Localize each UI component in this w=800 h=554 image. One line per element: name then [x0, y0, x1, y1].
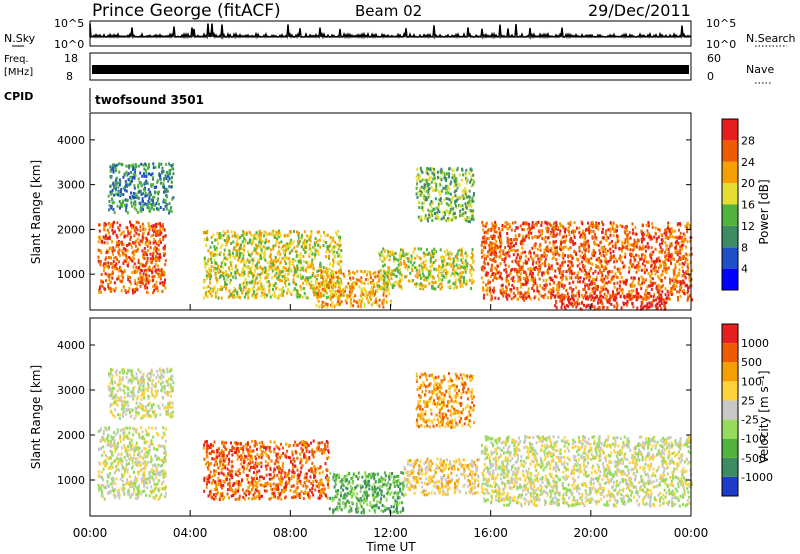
velocity-panel-region-3	[328, 471, 405, 515]
velocity-panel-colorbar-segment-5	[722, 381, 738, 401]
velocity-panel-colorbar-tick-4: -25	[741, 414, 759, 427]
velocity-panel-ytick-label-2: 2000	[57, 429, 85, 442]
velocity-colorbar-label: Velocity [m s⁻¹]	[757, 370, 771, 463]
power-panel-region-7	[553, 294, 668, 311]
velocity-panel-colorbar-tick-0: 1000	[741, 337, 769, 350]
velocity-panel-colorbar-tick-3: 25	[741, 394, 755, 407]
power-panel-ytick-label-2: 2000	[57, 223, 85, 236]
velocity-colorbar: 1000 500 100 25 -25 -100 -500 -1000	[721, 323, 773, 497]
power-panel-region-4	[378, 247, 475, 291]
power-panel-region-0	[97, 220, 167, 295]
power-panel-colorbar-tick-5: 8	[741, 241, 748, 254]
power-colorbar-label: Power [dB]	[757, 179, 771, 244]
velocity-panel-colorbar-tick-2: 100	[741, 375, 762, 388]
noise-panel: N.Sky 10^5 10^0 10^5 10^0 N.Search	[4, 17, 796, 51]
power-panel-colorbar-segment-2	[722, 225, 738, 248]
velocity-panel-colorbar-segment-7	[722, 343, 738, 363]
velocity-panel-ytick-label-0: 4000	[57, 339, 85, 352]
power-panel-colorbar-tick-1: 24	[741, 156, 755, 169]
cpid-value: twofsound 3501	[95, 93, 204, 107]
power-panel-colorbar-segment-7	[722, 119, 738, 141]
power-y-axis-label: Slant Range [km]	[29, 160, 43, 264]
velocity-panel-colorbar-segment-1	[722, 457, 738, 477]
velocity-panel-region-4	[403, 457, 481, 497]
power-panel-colorbar-segment-0	[722, 268, 738, 290]
velocity-panel-colorbar-segment-4	[722, 400, 738, 420]
x-tick-label-6: 00:00	[674, 526, 709, 540]
power-panel-region-2	[202, 229, 343, 300]
beam-label: Beam 02	[355, 2, 422, 20]
velocity-panel-colorbar-tick-1: 500	[741, 356, 762, 369]
power-panel-ytick-label-3: 1000	[57, 268, 85, 281]
power-panel-colorbar-segment-4	[722, 183, 738, 205]
figure-title: Prince George (fitACF)	[92, 1, 281, 21]
noise-left-tick-top: 10^5	[54, 17, 84, 30]
velocity-y-axis-label: Slant Range [km]	[29, 365, 43, 469]
power-panel-colorbar-segment-6	[722, 140, 738, 162]
velocity-panel-ytick-label-1: 3000	[57, 384, 85, 397]
freq-tick-top: 18	[64, 52, 78, 65]
velocity-panel-region-0	[97, 426, 167, 501]
nave-tick-bottom: 0	[707, 70, 714, 83]
velocity-panel-colorbar-segment-6	[722, 362, 738, 382]
noise-right-label: N.Search	[746, 32, 796, 45]
nave-label: Nave	[746, 63, 774, 76]
power-panel-ytick-label-1: 3000	[57, 179, 85, 192]
frequency-panel: Freq. [MHz] 18 8 60 0 Nave CPID twofsoun…	[4, 52, 774, 112]
power-panel-region-5	[415, 166, 476, 224]
velocity-panel-colorbar-tick-7: -1000	[741, 471, 773, 484]
velocity-panel-colorbar-segment-3	[722, 419, 738, 439]
power-panel-colorbar-segment-1	[722, 247, 738, 269]
velocity-panel-colorbar-tick-5: -100	[741, 433, 766, 446]
power-panel-colorbar-tick-2: 20	[741, 177, 755, 190]
power-y-ticks: 4000 3000 2000 1000	[57, 134, 691, 281]
x-tick-label-4: 16:00	[473, 526, 508, 540]
velocity-panel-colorbar-segment-2	[722, 438, 738, 458]
velocity-scatter	[97, 367, 693, 515]
power-panel-colorbar-segment-3	[722, 204, 738, 226]
x-tick-label-3: 12:00	[373, 526, 408, 540]
velocity-panel-colorbar-segment-0	[722, 476, 738, 496]
nave-tick-top: 60	[707, 52, 721, 65]
velocity-panel-region-2	[202, 439, 330, 501]
velocity-panel-region-6	[415, 372, 476, 429]
cpid-label: CPID	[4, 90, 33, 103]
power-panel-colorbar-tick-6: 4	[741, 263, 748, 276]
freq-tick-bottom: 8	[66, 70, 73, 83]
x-tick-label-1: 04:00	[173, 526, 208, 540]
velocity-panel: 4000 3000 2000 1000 Slant Range [km] 1000 50…	[29, 317, 773, 517]
power-panel-region-6	[480, 220, 693, 302]
noise-right-tick-top: 10^5	[706, 17, 736, 30]
power-panel-ytick-label-0: 4000	[57, 134, 85, 147]
velocity-panel-ytick-label-3: 1000	[57, 474, 85, 487]
power-panel-region-1	[107, 162, 175, 215]
x-tick-label-0: 00:00	[73, 526, 108, 540]
velocity-panel-colorbar-tick-6: -500	[741, 452, 766, 465]
power-colorbar: 28 24 20 16 12 8 4	[721, 118, 755, 291]
power-panel-colorbar-tick-0: 28	[741, 134, 755, 147]
noise-left-label: N.Sky	[4, 32, 36, 45]
frequency-band	[92, 65, 689, 74]
noise-trace	[89, 23, 692, 40]
velocity-panel-region-1	[107, 367, 175, 420]
power-panel-colorbar-tick-4: 12	[741, 220, 755, 233]
noise-right-tick-bottom: 10^0	[706, 38, 736, 51]
power-panel: 4000 3000 2000 1000 Slant Range [km] 28 24 20…	[29, 112, 771, 311]
velocity-panel-region-5	[480, 435, 693, 508]
x-axis-ticks: 00:00 04:00 08:00 12:00 16:00 20:00 00:00	[73, 304, 709, 540]
x-tick-label-5: 20:00	[574, 526, 609, 540]
noise-left-tick-bottom: 10^0	[54, 38, 84, 51]
date-label: 29/Dec/2011	[588, 1, 691, 20]
power-scatter	[97, 162, 693, 311]
x-tick-label-2: 08:00	[273, 526, 308, 540]
power-panel-colorbar-tick-3: 16	[741, 199, 755, 212]
freq-label-line2: [MHz]	[4, 67, 33, 78]
x-axis-label: Time UT	[365, 540, 416, 554]
power-panel-colorbar-segment-5	[722, 161, 738, 184]
freq-label-line1: Freq.	[4, 54, 29, 65]
velocity-panel-colorbar-segment-8	[722, 324, 738, 344]
velocity-y-ticks: 4000 3000 2000 1000	[57, 339, 691, 487]
